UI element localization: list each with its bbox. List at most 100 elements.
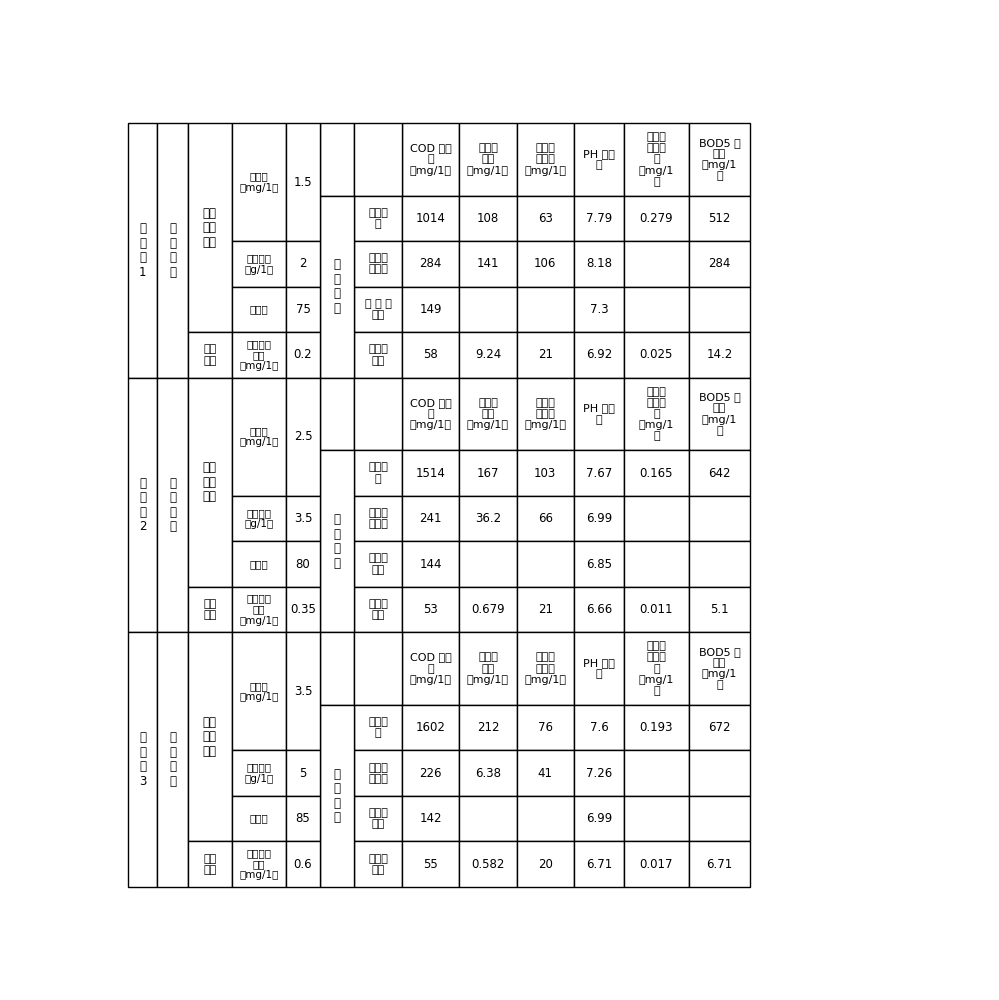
Text: 142: 142 <box>420 812 442 825</box>
Bar <box>286 287 320 332</box>
Bar <box>128 632 158 887</box>
Bar <box>402 123 460 196</box>
Bar <box>128 378 158 632</box>
Text: 1014: 1014 <box>416 212 446 225</box>
Text: 6.71: 6.71 <box>586 858 612 871</box>
Text: 实
施
例
1: 实 施 例 1 <box>139 222 147 279</box>
Text: 溶解氧
（mg/1）: 溶解氧 （mg/1） <box>239 426 279 447</box>
Bar <box>460 123 516 196</box>
Bar <box>286 841 320 887</box>
Text: 7.3: 7.3 <box>589 303 608 316</box>
Bar <box>286 632 320 750</box>
Text: 0.6: 0.6 <box>294 858 313 871</box>
Bar <box>573 378 624 450</box>
Text: 0.35: 0.35 <box>290 603 316 616</box>
Text: 106: 106 <box>534 257 556 270</box>
Text: 悬浮物
平均值
（mg/1）: 悬浮物 平均值 （mg/1） <box>524 143 566 176</box>
Text: 0.582: 0.582 <box>472 858 504 871</box>
Text: COD 平均
值
（mg/1）: COD 平均 值 （mg/1） <box>410 652 452 685</box>
Text: PH 平均
值: PH 平均 值 <box>583 149 615 170</box>
Text: 80: 80 <box>296 558 311 571</box>
Text: 运
行
工
况: 运 行 工 况 <box>169 222 176 279</box>
Text: 7.67: 7.67 <box>586 467 612 480</box>
Bar <box>688 587 750 632</box>
Text: 6.38: 6.38 <box>475 767 500 780</box>
Text: 6.85: 6.85 <box>586 558 612 571</box>
Text: 6.99: 6.99 <box>586 812 612 825</box>
Text: 14.2: 14.2 <box>706 348 732 361</box>
Bar <box>624 841 688 887</box>
Bar <box>232 123 286 241</box>
Text: 5.1: 5.1 <box>710 603 729 616</box>
Bar <box>232 541 286 587</box>
Bar <box>354 632 402 705</box>
Bar <box>460 287 516 332</box>
Bar <box>688 841 750 887</box>
Text: 76: 76 <box>537 721 552 734</box>
Bar <box>402 496 460 541</box>
Text: 溶解氧
（mg/1）: 溶解氧 （mg/1） <box>239 172 279 193</box>
Bar <box>516 496 573 541</box>
Text: 脱氮
系统: 脱氮 系统 <box>203 344 216 366</box>
Text: 缺氧段溶
解氧
（mg/1）: 缺氧段溶 解氧 （mg/1） <box>239 339 279 371</box>
Text: 0.279: 0.279 <box>639 212 673 225</box>
Bar <box>573 541 624 587</box>
Bar <box>688 196 750 241</box>
Text: 氧 化 塔
出水: 氧 化 塔 出水 <box>365 299 392 320</box>
Text: 脱氮
系统: 脱氮 系统 <box>203 599 216 620</box>
Bar <box>158 123 188 378</box>
Bar <box>402 196 460 241</box>
Bar <box>286 587 320 632</box>
Text: 系统进
水: 系统进 水 <box>368 208 388 229</box>
Text: 氧化塔
出水: 氧化塔 出水 <box>368 808 388 829</box>
Bar <box>286 332 320 378</box>
Bar <box>354 450 402 496</box>
Bar <box>624 541 688 587</box>
Text: 3.5: 3.5 <box>294 512 313 525</box>
Bar <box>188 632 232 841</box>
Bar <box>624 287 688 332</box>
Text: 20: 20 <box>537 858 552 871</box>
Text: 6.92: 6.92 <box>586 348 612 361</box>
Text: 2.5: 2.5 <box>294 430 313 443</box>
Bar <box>516 450 573 496</box>
Bar <box>460 332 516 378</box>
Text: 氨氮平
均值
（mg/1）: 氨氮平 均值 （mg/1） <box>467 398 508 430</box>
Bar <box>286 496 320 541</box>
Text: 监测池
出水: 监测池 出水 <box>368 854 388 875</box>
Text: 中间水
池出水: 中间水 池出水 <box>368 763 388 784</box>
Text: 6.71: 6.71 <box>706 858 732 871</box>
Bar <box>402 841 460 887</box>
Text: COD 平均
值
（mg/1）: COD 平均 值 （mg/1） <box>410 398 452 430</box>
Text: 分
析
项
目: 分 析 项 目 <box>334 513 341 570</box>
Text: 缺氧段溶
解氧
（mg/1）: 缺氧段溶 解氧 （mg/1） <box>239 848 279 880</box>
Bar <box>516 241 573 287</box>
Bar <box>320 705 354 887</box>
Text: 75: 75 <box>296 303 311 316</box>
Bar <box>354 541 402 587</box>
Bar <box>624 796 688 841</box>
Text: 总氧化
物平均
值
（mg/1
）: 总氧化 物平均 值 （mg/1 ） <box>638 387 674 441</box>
Text: PH 平均
值: PH 平均 值 <box>583 403 615 425</box>
Bar <box>286 541 320 587</box>
Text: BOD5 平
均值
（mg/1
）: BOD5 平 均值 （mg/1 ） <box>698 647 740 690</box>
Bar <box>354 496 402 541</box>
Text: 总氧化
物平均
值
（mg/1
）: 总氧化 物平均 值 （mg/1 ） <box>638 132 674 187</box>
Text: 55: 55 <box>424 858 439 871</box>
Text: 好氧
生化
系统: 好氧 生化 系统 <box>203 461 217 503</box>
Bar <box>573 332 624 378</box>
Text: 144: 144 <box>420 558 442 571</box>
Bar <box>320 123 354 196</box>
Text: 7.26: 7.26 <box>586 767 612 780</box>
Bar <box>188 123 232 332</box>
Text: 6.66: 6.66 <box>586 603 612 616</box>
Bar <box>402 241 460 287</box>
Bar <box>232 632 286 750</box>
Bar <box>402 378 460 450</box>
Bar <box>573 123 624 196</box>
Bar <box>188 332 232 378</box>
Bar <box>158 378 188 632</box>
Bar <box>188 587 232 632</box>
Text: 672: 672 <box>708 721 730 734</box>
Bar <box>688 332 750 378</box>
